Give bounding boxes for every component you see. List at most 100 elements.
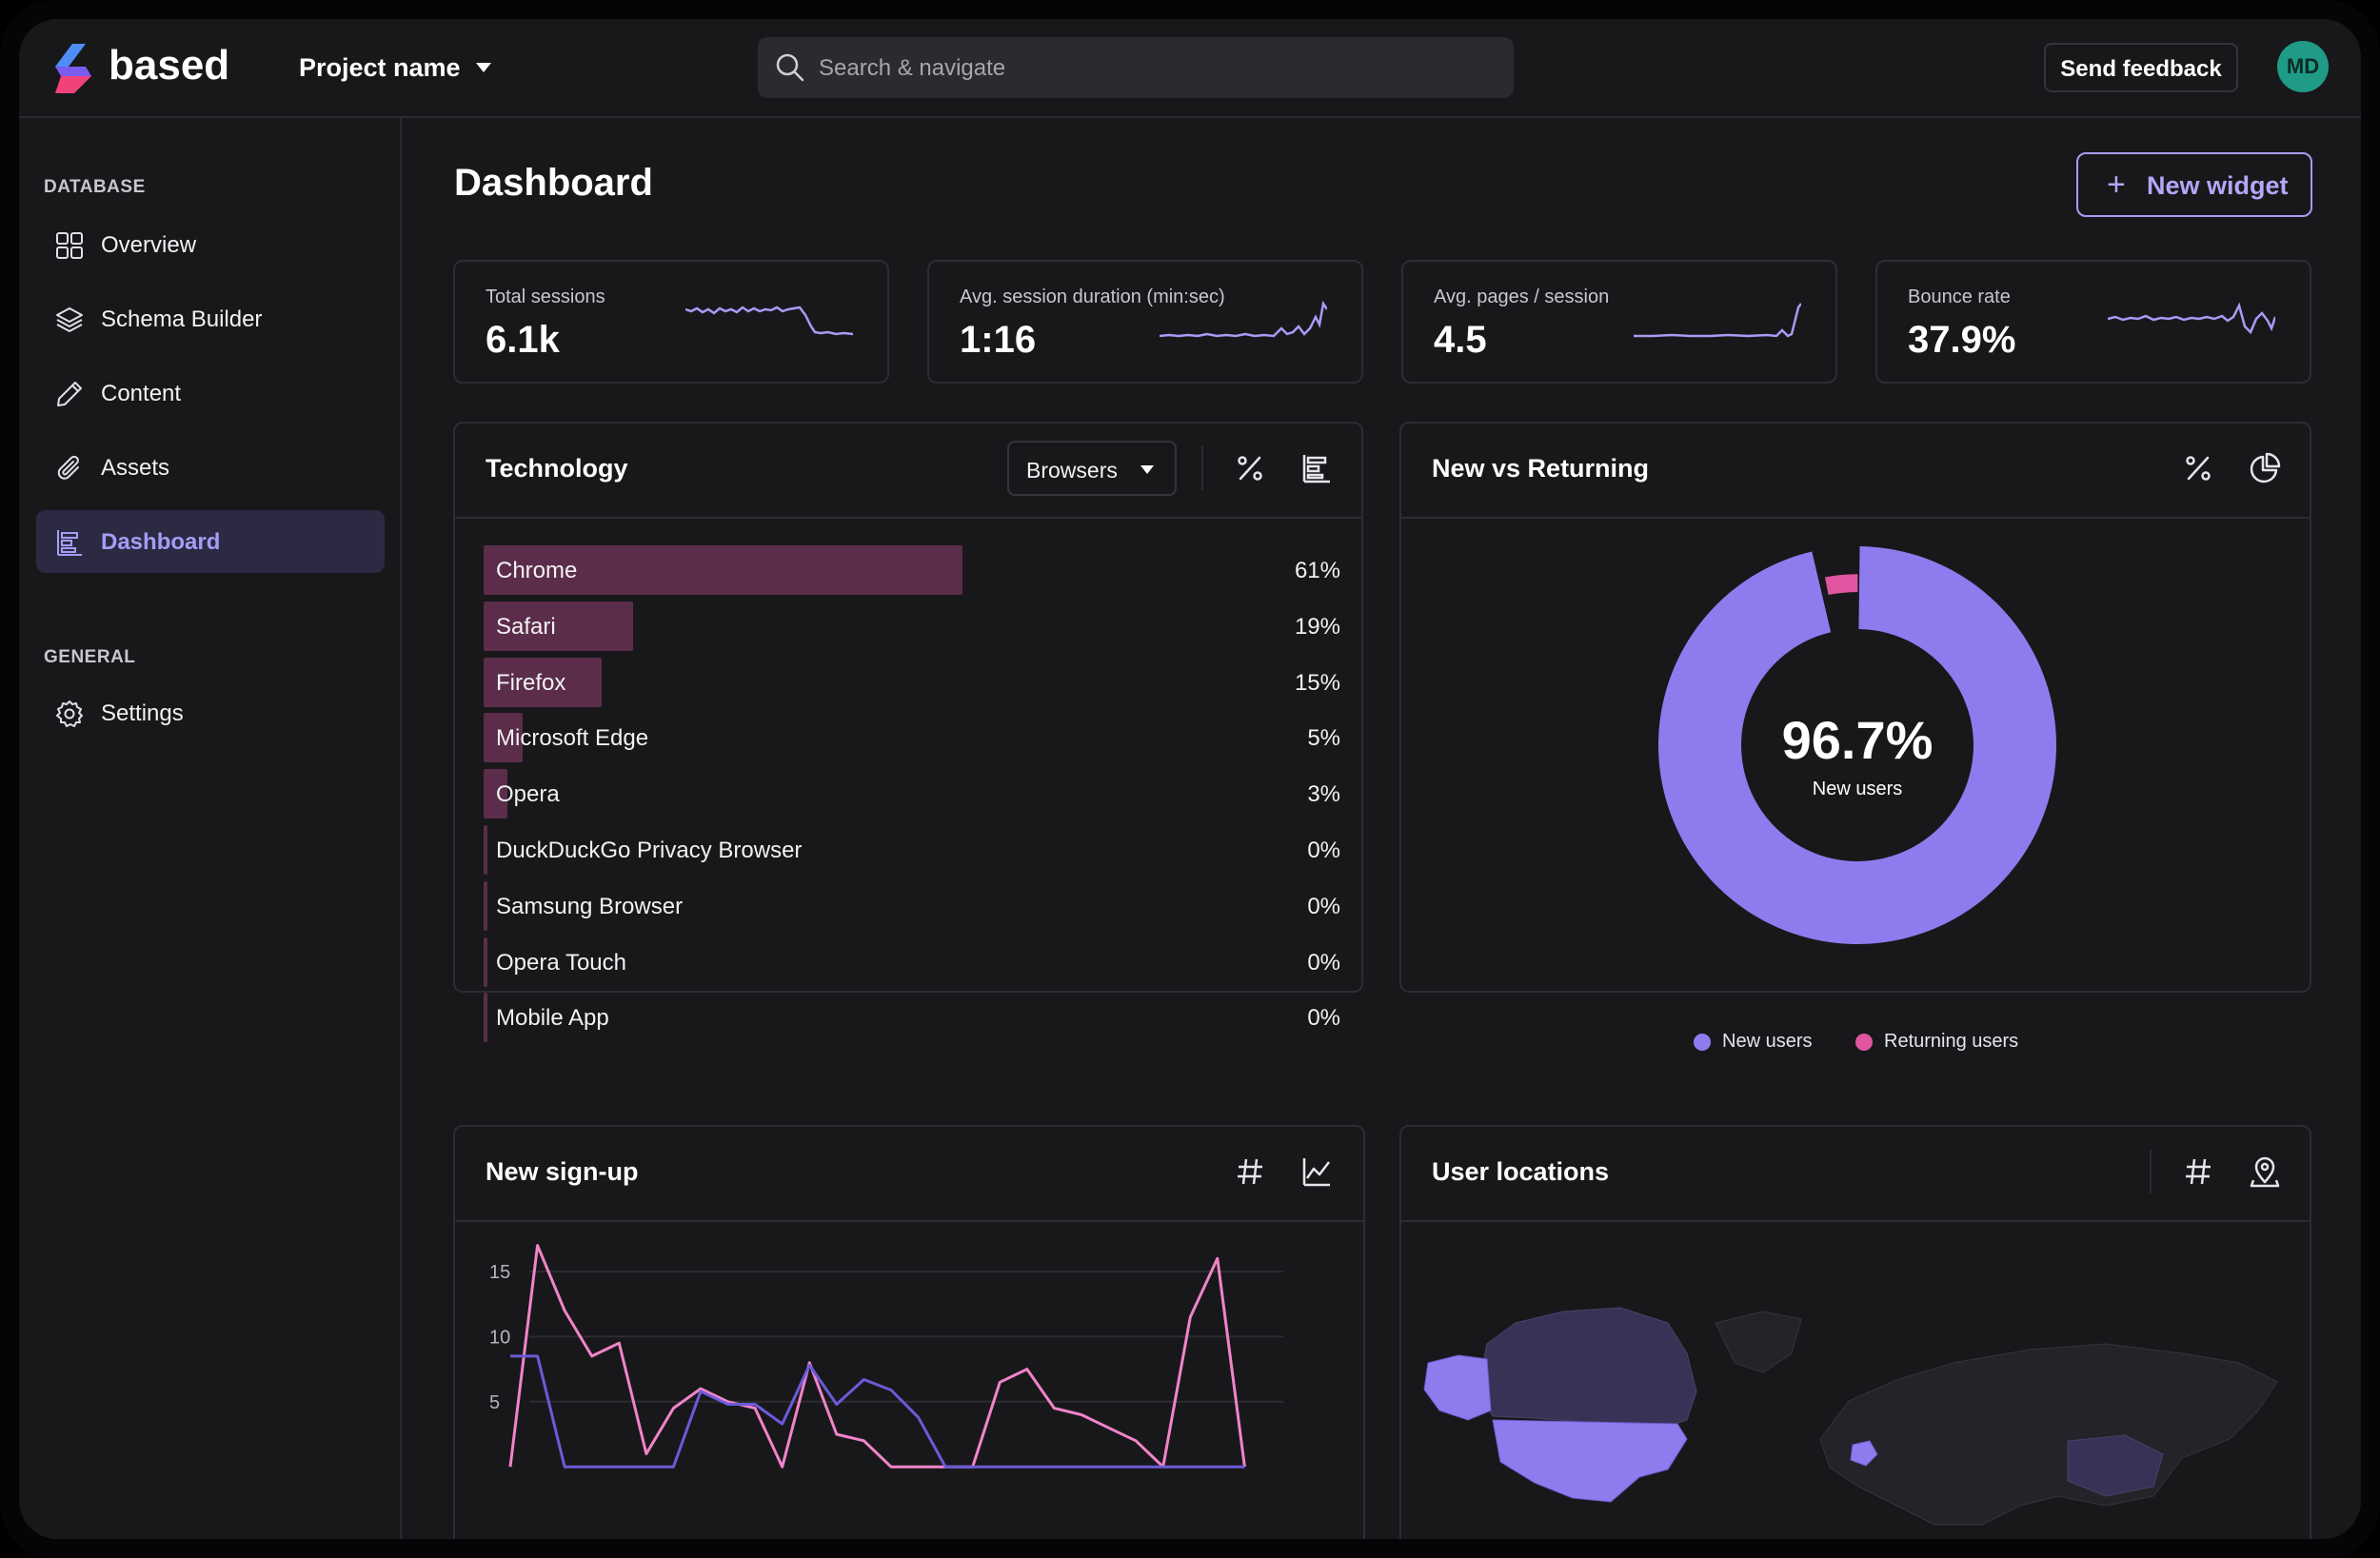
map-pin-icon[interactable] — [2249, 1155, 2281, 1188]
stat-card-total-sessions[interactable]: Total sessions 6.1k — [453, 260, 889, 384]
bar-fill — [484, 937, 487, 987]
technology-row[interactable]: Samsung Browser 0% — [484, 880, 1340, 931]
bar-percent: 0% — [1307, 838, 1340, 863]
sparkline — [685, 306, 853, 336]
sidebar-item-label: Overview — [101, 232, 197, 258]
technology-row[interactable]: Safari 19% — [484, 601, 1340, 651]
technology-row[interactable]: Microsoft Edge 5% — [484, 713, 1340, 763]
technology-type-select[interactable]: Browsers — [1007, 441, 1177, 496]
stat-value: 4.5 — [1434, 319, 1487, 361]
sidebar-section-label: DATABASE — [44, 177, 146, 197]
sign-up-series-line[interactable] — [510, 1354, 1245, 1469]
sidebar-item-settings[interactable]: Settings — [36, 681, 385, 744]
percent-icon[interactable] — [2182, 452, 2214, 484]
sidebar-item-dashboard[interactable]: Dashboard — [36, 510, 385, 573]
legend-label: New users — [1722, 1031, 1813, 1052]
new-widget-label: New widget — [2147, 171, 2289, 200]
bar-percent: 61% — [1294, 558, 1340, 583]
bar-fill — [484, 657, 602, 707]
map-land-greenland[interactable] — [1715, 1311, 1802, 1373]
percent-icon[interactable] — [1234, 452, 1266, 484]
sidebar-item-content[interactable]: Content — [36, 362, 385, 424]
donut-slice-new-users[interactable] — [1658, 546, 2056, 944]
pie-chart-icon[interactable] — [2249, 452, 2281, 484]
caret-down-icon — [1140, 465, 1154, 474]
select-value: Browsers — [1026, 458, 1118, 483]
map-land-usa[interactable] — [1492, 1419, 1688, 1503]
stat-card-avg-pages-per-session[interactable]: Avg. pages / session 4.5 — [1401, 260, 1837, 384]
legend-swatch — [1694, 1034, 1711, 1051]
map-land-china[interactable] — [2067, 1434, 2164, 1497]
divider — [1201, 446, 1203, 490]
pencil-icon — [57, 382, 82, 406]
project-name: Project name — [299, 53, 461, 82]
top-bar: based Project name Search & navigate Sen… — [19, 19, 2361, 118]
bar-chart-icon[interactable] — [1300, 452, 1333, 484]
legend-swatch — [1855, 1034, 1873, 1051]
sidebar-section-label: GENERAL — [44, 647, 136, 667]
y-tick-label: 15 — [489, 1262, 510, 1283]
bar-fill — [484, 713, 524, 763]
donut-center: 96.7% New users — [1724, 709, 1991, 800]
sidebar-item-label: Dashboard — [101, 529, 221, 555]
user-locations-card: User locations — [1399, 1125, 2311, 1539]
layers-icon — [56, 307, 83, 332]
card-title: Technology — [486, 454, 628, 483]
bar-label: Samsung Browser — [496, 893, 684, 919]
based-logo-icon — [55, 44, 91, 93]
bar-label: DuckDuckGo Privacy Browser — [496, 838, 803, 863]
technology-row[interactable]: Mobile App 0% — [484, 993, 1340, 1043]
card-header: New vs Returning — [1401, 424, 2310, 519]
card-title: New vs Returning — [1432, 454, 1650, 483]
bar-percent: 0% — [1307, 893, 1340, 919]
bar-label: Safari — [496, 613, 556, 640]
send-feedback-button[interactable]: Send feedback — [2044, 43, 2238, 92]
donut-center-label: New users — [1812, 779, 1903, 799]
plus-icon: + — [2107, 167, 2126, 203]
stat-value: 6.1k — [486, 319, 560, 361]
stat-card-avg-session-duration[interactable]: Avg. session duration (min:sec) 1:16 — [927, 260, 1363, 384]
hash-icon[interactable] — [2182, 1155, 2214, 1188]
sign-up-line-chart: 15 10 5 — [489, 1244, 1283, 1469]
world-map — [1423, 1307, 2278, 1526]
divider — [2150, 1150, 2152, 1193]
stat-label: Avg. pages / session — [1434, 286, 1610, 307]
search-icon — [776, 53, 804, 82]
bar-label: Firefox — [496, 669, 566, 696]
search-input[interactable]: Search & navigate — [819, 55, 1006, 81]
technology-row[interactable]: Opera 3% — [484, 769, 1340, 819]
bar-fill — [484, 825, 487, 875]
hash-icon[interactable] — [1234, 1155, 1266, 1188]
line-chart-icon[interactable] — [1300, 1155, 1333, 1188]
bar-fill — [484, 993, 487, 1043]
card-title: New sign-up — [486, 1157, 639, 1186]
y-tick-label: 5 — [489, 1392, 500, 1413]
sign-up-series-line[interactable] — [508, 1244, 1246, 1469]
map-land-alaska[interactable] — [1423, 1354, 1492, 1421]
sidebar-item-schema-builder[interactable]: Schema Builder — [36, 287, 385, 350]
sidebar: DATABASE Overview Schema Builder Content… — [19, 118, 402, 1539]
map-land-canada[interactable] — [1477, 1307, 1697, 1430]
stat-card-bounce-rate[interactable]: Bounce rate 37.9% — [1875, 260, 2311, 384]
bar-percent: 15% — [1294, 669, 1340, 696]
donut-chart — [1658, 546, 2056, 944]
sidebar-item-assets[interactable]: Assets — [36, 436, 385, 499]
stat-label: Total sessions — [486, 286, 605, 307]
search-bar[interactable]: Search & navigate — [758, 37, 1514, 98]
donut-slice-returning-users[interactable] — [1824, 574, 1858, 595]
card-header: Technology Browsers — [455, 424, 1361, 519]
technology-row[interactable]: DuckDuckGo Privacy Browser 0% — [484, 825, 1340, 875]
new-vs-returning-card: New vs Returning 96.7% New users New use… — [1399, 422, 2311, 1052]
sidebar-item-overview[interactable]: Overview — [36, 213, 385, 276]
technology-row[interactable]: Chrome 61% — [484, 545, 1340, 595]
map-land-france[interactable] — [1850, 1440, 1878, 1467]
app-window: based Project name Search & navigate Sen… — [19, 19, 2361, 1539]
map-land-eurasia[interactable] — [1819, 1343, 2278, 1526]
new-sign-up-card: New sign-up 15 10 5 — [453, 1125, 1365, 1539]
avatar[interactable]: MD — [2277, 41, 2329, 92]
technology-row[interactable]: Firefox 15% — [484, 657, 1340, 707]
bar-label: Opera Touch — [496, 949, 626, 976]
new-widget-button[interactable]: + New widget — [2076, 152, 2312, 217]
technology-row[interactable]: Opera Touch 0% — [484, 937, 1340, 987]
